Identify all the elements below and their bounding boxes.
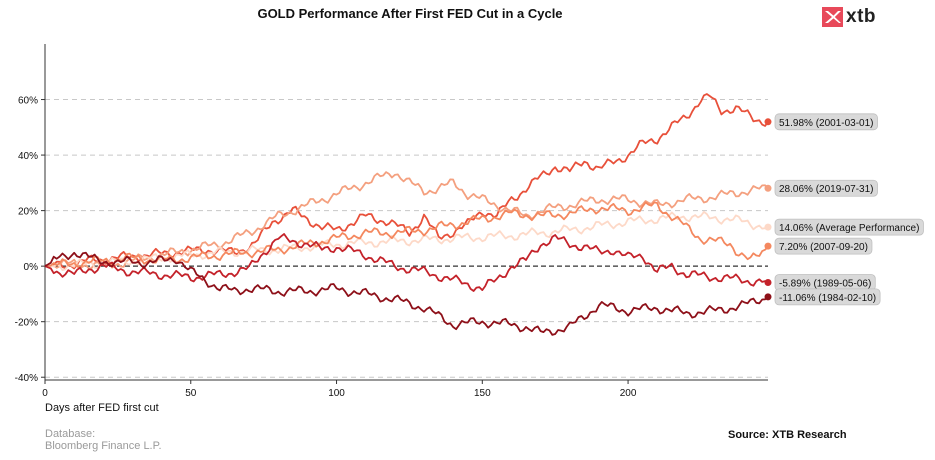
end-label-box bbox=[774, 179, 878, 197]
database-value: Bloomberg Finance L.P. bbox=[45, 440, 162, 452]
end-label: 28.06% (2019-07-31) bbox=[774, 179, 878, 197]
end-label-text: 51.98% (2001-03-01) bbox=[779, 118, 874, 129]
end-labels: 51.98% (2001-03-01) 28.06% (2019-07-31) 14… bbox=[774, 113, 924, 306]
x-tick-label: 100 bbox=[328, 388, 345, 399]
end-label-text: -5.89% (1989-05-06) bbox=[779, 279, 871, 290]
series-end-marker bbox=[764, 279, 772, 287]
y-tick-label: 20% bbox=[18, 207, 38, 218]
y-tick-label: -40% bbox=[15, 373, 38, 384]
source-note: Source: XTB Research bbox=[728, 429, 847, 441]
y-tick-label: -20% bbox=[15, 318, 38, 329]
x-tick-label: 200 bbox=[620, 388, 637, 399]
series-lines bbox=[44, 93, 772, 336]
end-label: -5.89% (1989-05-06) bbox=[774, 274, 876, 291]
series-line-2019-07-31 bbox=[44, 171, 769, 270]
series-line-2001-03-01 bbox=[44, 93, 769, 270]
end-label: -11.06% (1984-02-10) bbox=[774, 288, 881, 306]
end-label: 7.20% (2007-09-20) bbox=[774, 237, 873, 255]
series-line-1984-02-10 bbox=[44, 251, 769, 336]
xtb-logo: xtb bbox=[822, 6, 876, 28]
series-line-2007-09-20 bbox=[44, 201, 769, 270]
end-label-box bbox=[774, 237, 873, 255]
end-label: 51.98% (2001-03-01) bbox=[774, 113, 878, 131]
end-label-text: 14.06% (Average Performance) bbox=[779, 223, 919, 234]
series-line-1989-05-06 bbox=[44, 233, 769, 292]
y-tick-label: 60% bbox=[18, 96, 38, 107]
series-end-marker bbox=[764, 223, 772, 231]
gridlines bbox=[45, 99, 768, 378]
end-label-box bbox=[774, 288, 881, 306]
x-tick-label: 50 bbox=[185, 388, 197, 399]
end-label-box bbox=[774, 218, 924, 236]
y-tick-label: 0% bbox=[24, 262, 39, 273]
x-tick-label: 150 bbox=[474, 388, 491, 399]
end-label-text: 28.06% (2019-07-31) bbox=[779, 184, 874, 195]
x-axis-label: Days after FED first cut bbox=[45, 402, 159, 414]
series-end-marker bbox=[764, 184, 772, 192]
database-note: Database: Bloomberg Finance L.P. bbox=[45, 428, 162, 452]
end-label-text: 7.20% (2007-09-20) bbox=[779, 242, 868, 253]
database-label: Database: bbox=[45, 428, 96, 440]
y-tick-label: 40% bbox=[18, 151, 38, 162]
series-end-marker bbox=[764, 293, 772, 301]
end-label-box bbox=[774, 113, 878, 131]
axes: -40% -20% 0% 20% 40% 60% 0 50 100 150 200 bbox=[15, 44, 768, 399]
xtb-logo-text: xtb bbox=[846, 6, 876, 27]
end-label: 14.06% (Average Performance) bbox=[774, 218, 924, 236]
end-label-text: -11.06% (1984-02-10) bbox=[779, 293, 876, 304]
xtb-logo-icon bbox=[822, 7, 843, 27]
series-end-marker bbox=[764, 118, 772, 126]
chart-title: GOLD Performance After First FED Cut in … bbox=[257, 6, 563, 21]
x-tick-label: 0 bbox=[42, 388, 48, 399]
series-end-marker bbox=[764, 242, 772, 250]
